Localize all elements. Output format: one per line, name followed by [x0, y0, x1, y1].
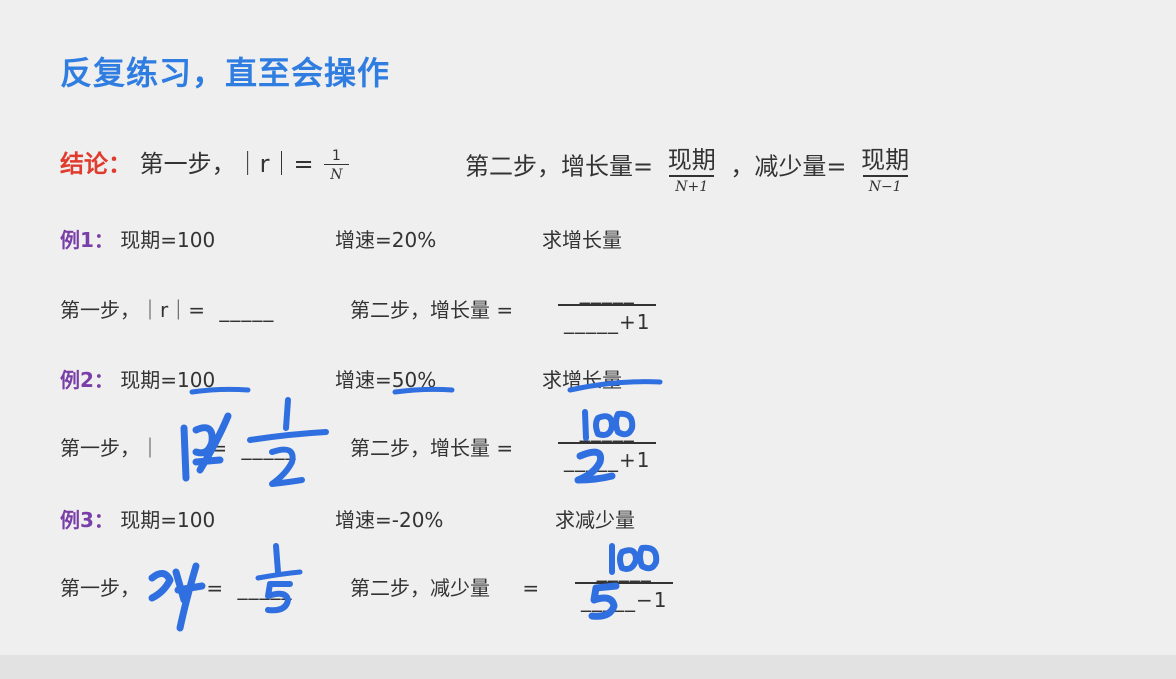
fraction-numerator-blank: _____	[579, 280, 635, 304]
example3-header: 例3： 现期=100	[60, 504, 215, 533]
fraction-denominator: N+1	[669, 175, 715, 195]
fraction-numerator: 1	[331, 147, 341, 164]
step2-text: 第二步，增长量 =	[350, 298, 514, 322]
example2-current: 现期=100	[120, 368, 216, 392]
fraction-numerator-blank: _____	[596, 558, 652, 582]
step1-text: 第一步，	[60, 576, 140, 600]
answer-blank: _____	[241, 436, 297, 460]
ink-fraction-one	[283, 397, 291, 431]
fraction-denominator: N	[324, 163, 349, 183]
example2-label: 例2：	[60, 368, 114, 392]
fraction-denominator-blank: _____+1	[558, 442, 657, 472]
example1-label: 例1：	[60, 228, 114, 252]
fraction-numerator: 现期	[667, 146, 716, 174]
step1-text: 第一步，｜	[60, 436, 160, 460]
slide: 反复练习，直至会操作 结论： 第一步，｜r｜= 1 N 第二步，增长量= 现期 …	[60, 54, 916, 632]
example1-rate: 增速=20%	[335, 228, 437, 252]
conclusion-separator: ，减少量=	[730, 152, 847, 181]
example3-rate: 增速=-20%	[335, 508, 444, 532]
example1-header: 例1： 现期=100	[60, 224, 215, 253]
example3-current: 现期=100	[120, 508, 216, 532]
fraction-denominator-blank: _____−1	[575, 582, 674, 612]
conclusion-step2: 第二步，增长量=	[465, 152, 654, 181]
bottom-bar	[0, 655, 1176, 679]
fraction-numerator: 现期	[861, 146, 910, 174]
example1-step1: 第一步，｜r｜= _____	[60, 294, 274, 323]
example1-fraction: _____ _____+1	[558, 280, 657, 334]
conclusion-step1: 第一步，｜r｜=	[139, 150, 314, 178]
fraction-denominator-blank: _____+1	[558, 304, 657, 334]
conclusion-growth-fraction: 现期 N+1	[664, 140, 720, 195]
slide-title: 反复练习，直至会操作	[60, 54, 391, 92]
step1-text: 第一步，｜r｜=	[60, 298, 205, 322]
example2-rate: 增速=50%	[335, 368, 437, 392]
example2-step2: 第二步，增长量 =	[350, 432, 513, 461]
answer-blank: _____	[237, 576, 293, 600]
fraction-denominator: N−1	[862, 175, 908, 195]
example2-ask: 求增长量	[542, 368, 622, 392]
conclusion-step2-row: 第二步，增长量= 现期 N+1 ，减少量= 现期 N−1	[465, 140, 916, 195]
example1-current: 现期=100	[120, 228, 216, 252]
example1-step2: 第二步，增长量 =	[350, 294, 513, 323]
ink-fraction3-one	[273, 543, 281, 575]
conclusion-decrease-fraction: 现期 N−1	[857, 140, 913, 195]
example3-step2: 第二步，减少量 =	[350, 572, 539, 601]
example1-ask: 求增长量	[542, 228, 622, 252]
example3-ask: 求减少量	[555, 508, 635, 532]
equals-sign: =	[210, 436, 228, 460]
conclusion-label: 结论：	[60, 150, 132, 178]
step2-text: 第二步，增长量 =	[350, 436, 514, 460]
example2-fraction: _____ _____+1	[558, 418, 657, 472]
conclusion-row: 结论： 第一步，｜r｜= 1 N	[60, 144, 352, 183]
fraction-numerator-blank: _____	[579, 418, 635, 442]
answer-blank: _____	[219, 298, 275, 322]
example3-fraction: _____ _____−1	[575, 558, 674, 612]
step2-text: 第二步，减少量	[350, 576, 490, 600]
example3-step1: 第一步， = _____	[60, 572, 292, 601]
example3-label: 例3：	[60, 508, 114, 532]
equals-sign: =	[522, 576, 540, 600]
example2-header: 例2： 现期=100	[60, 364, 215, 393]
equals-sign: =	[206, 576, 224, 600]
conclusion-fraction-1-over-n: 1 N	[324, 147, 349, 183]
example2-step1: 第一步，｜ = _____	[60, 432, 296, 461]
